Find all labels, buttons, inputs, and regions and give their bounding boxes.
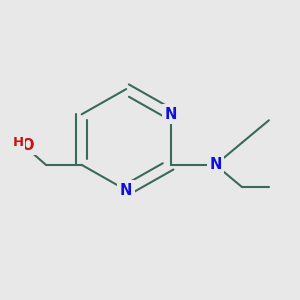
Text: O: O (21, 138, 34, 153)
Text: H: H (13, 136, 24, 149)
Text: N: N (209, 158, 222, 172)
Text: N: N (165, 107, 177, 122)
Text: N: N (120, 183, 132, 198)
